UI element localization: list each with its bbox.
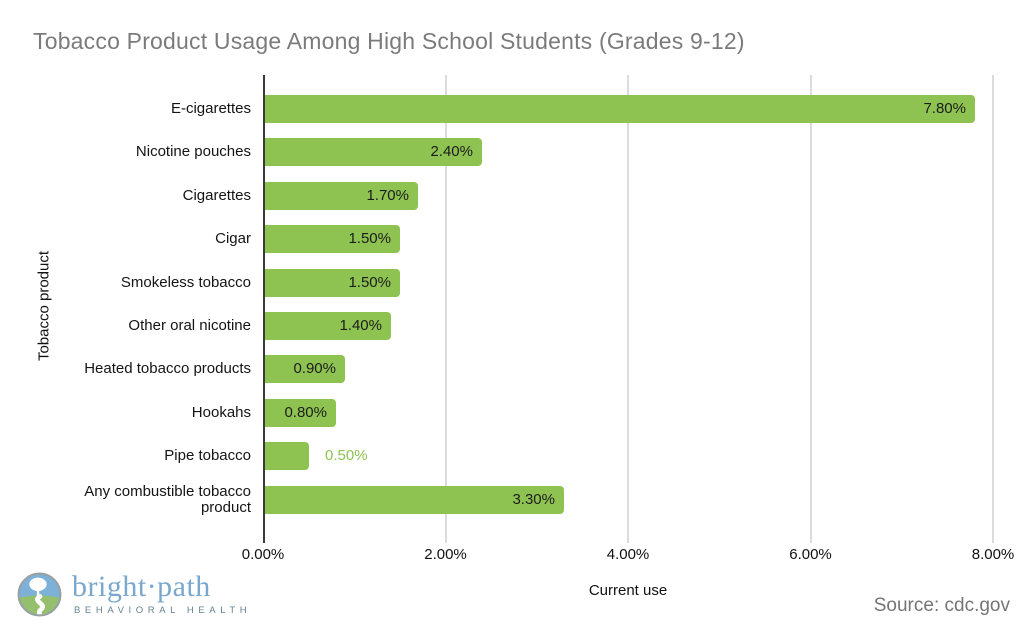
category-axis: E-cigarettes Nicotine pouches Cigarettes Ci… [0, 75, 256, 537]
gridline [809, 75, 812, 543]
category-label: Any combustible tobacco product [84, 482, 251, 516]
source-note: Source: cdc.gov [873, 595, 1010, 616]
bar-row: 0.90% [263, 355, 993, 383]
x-axis-title: Current use [588, 582, 668, 599]
bar-row: 1.50% [263, 225, 993, 253]
brand-text: bright·path BEHAVIORAL HEALTH [72, 571, 251, 616]
bar-row: 1.70% [263, 182, 993, 210]
plot-area: 7.80% 2.40% 1.70% 1.50% 1.50% 1.40% 0.90% 0.80%… [263, 75, 994, 543]
bar-value-label: 3.30% [512, 491, 555, 508]
category-label: Smokeless tobacco [120, 273, 251, 291]
bar-row: 3.30% [263, 486, 993, 514]
bar-value-label: 7.80% [923, 100, 966, 117]
x-tick-label: 0.00% [241, 546, 285, 563]
brand-logo-icon [16, 571, 63, 623]
bar [263, 138, 482, 166]
category-label: Hookahs [191, 403, 251, 421]
bar [263, 225, 400, 253]
chart-title: Tobacco Product Usage Among High School … [33, 28, 745, 54]
y-axis-line [263, 75, 265, 543]
brand-tagline: BEHAVIORAL HEALTH [74, 604, 252, 616]
category-label: Cigarettes [182, 186, 251, 204]
gridline [992, 75, 994, 543]
bar-value-label: 1.50% [348, 274, 391, 291]
bar-row: 1.40% [263, 312, 993, 340]
bar-value-label: 0.90% [293, 360, 336, 377]
bar-value-label: 1.40% [339, 317, 382, 334]
bar-value-label: 1.70% [366, 187, 409, 204]
x-tick-label: 8.00% [971, 546, 1015, 563]
category-label: Pipe tobacco [164, 446, 251, 464]
category-label: Heated tobacco products [84, 359, 251, 377]
gridline [444, 75, 447, 543]
bar-value-label: 0.50% [325, 447, 368, 464]
x-axis-ticks: 0.00% 2.00% 4.00% 6.00% 8.00% [242, 546, 1015, 566]
bar [263, 399, 336, 427]
bar [263, 182, 418, 210]
brand-name: bright·path [72, 570, 211, 603]
bar-value-label: 2.40% [430, 143, 473, 160]
bar [263, 312, 391, 340]
x-tick-label: 2.00% [424, 546, 467, 563]
bar-row: 0.80% [263, 399, 993, 427]
bar-row: 7.80% [263, 95, 993, 123]
bar-row: 2.40% [263, 138, 993, 166]
category-label: Cigar [215, 229, 251, 247]
bar [263, 269, 400, 297]
category-label: Nicotine pouches [135, 142, 251, 160]
x-tick-label: 4.00% [606, 546, 650, 563]
category-label: E-cigarettes [170, 99, 251, 117]
x-tick-label: 6.00% [789, 546, 832, 563]
bar-row: 1.50% [263, 269, 993, 297]
category-label: Other oral nicotine [128, 316, 251, 334]
bar [263, 95, 975, 123]
bar [263, 355, 345, 383]
bar-row: 0.50% [263, 442, 993, 470]
bar [263, 486, 564, 514]
bar-value-label: 1.50% [348, 230, 391, 247]
bar [263, 442, 309, 470]
brand-logo: bright·path BEHAVIORAL HEALTH [16, 571, 251, 623]
bar-value-label: 0.80% [284, 404, 327, 421]
gridline [627, 75, 629, 543]
